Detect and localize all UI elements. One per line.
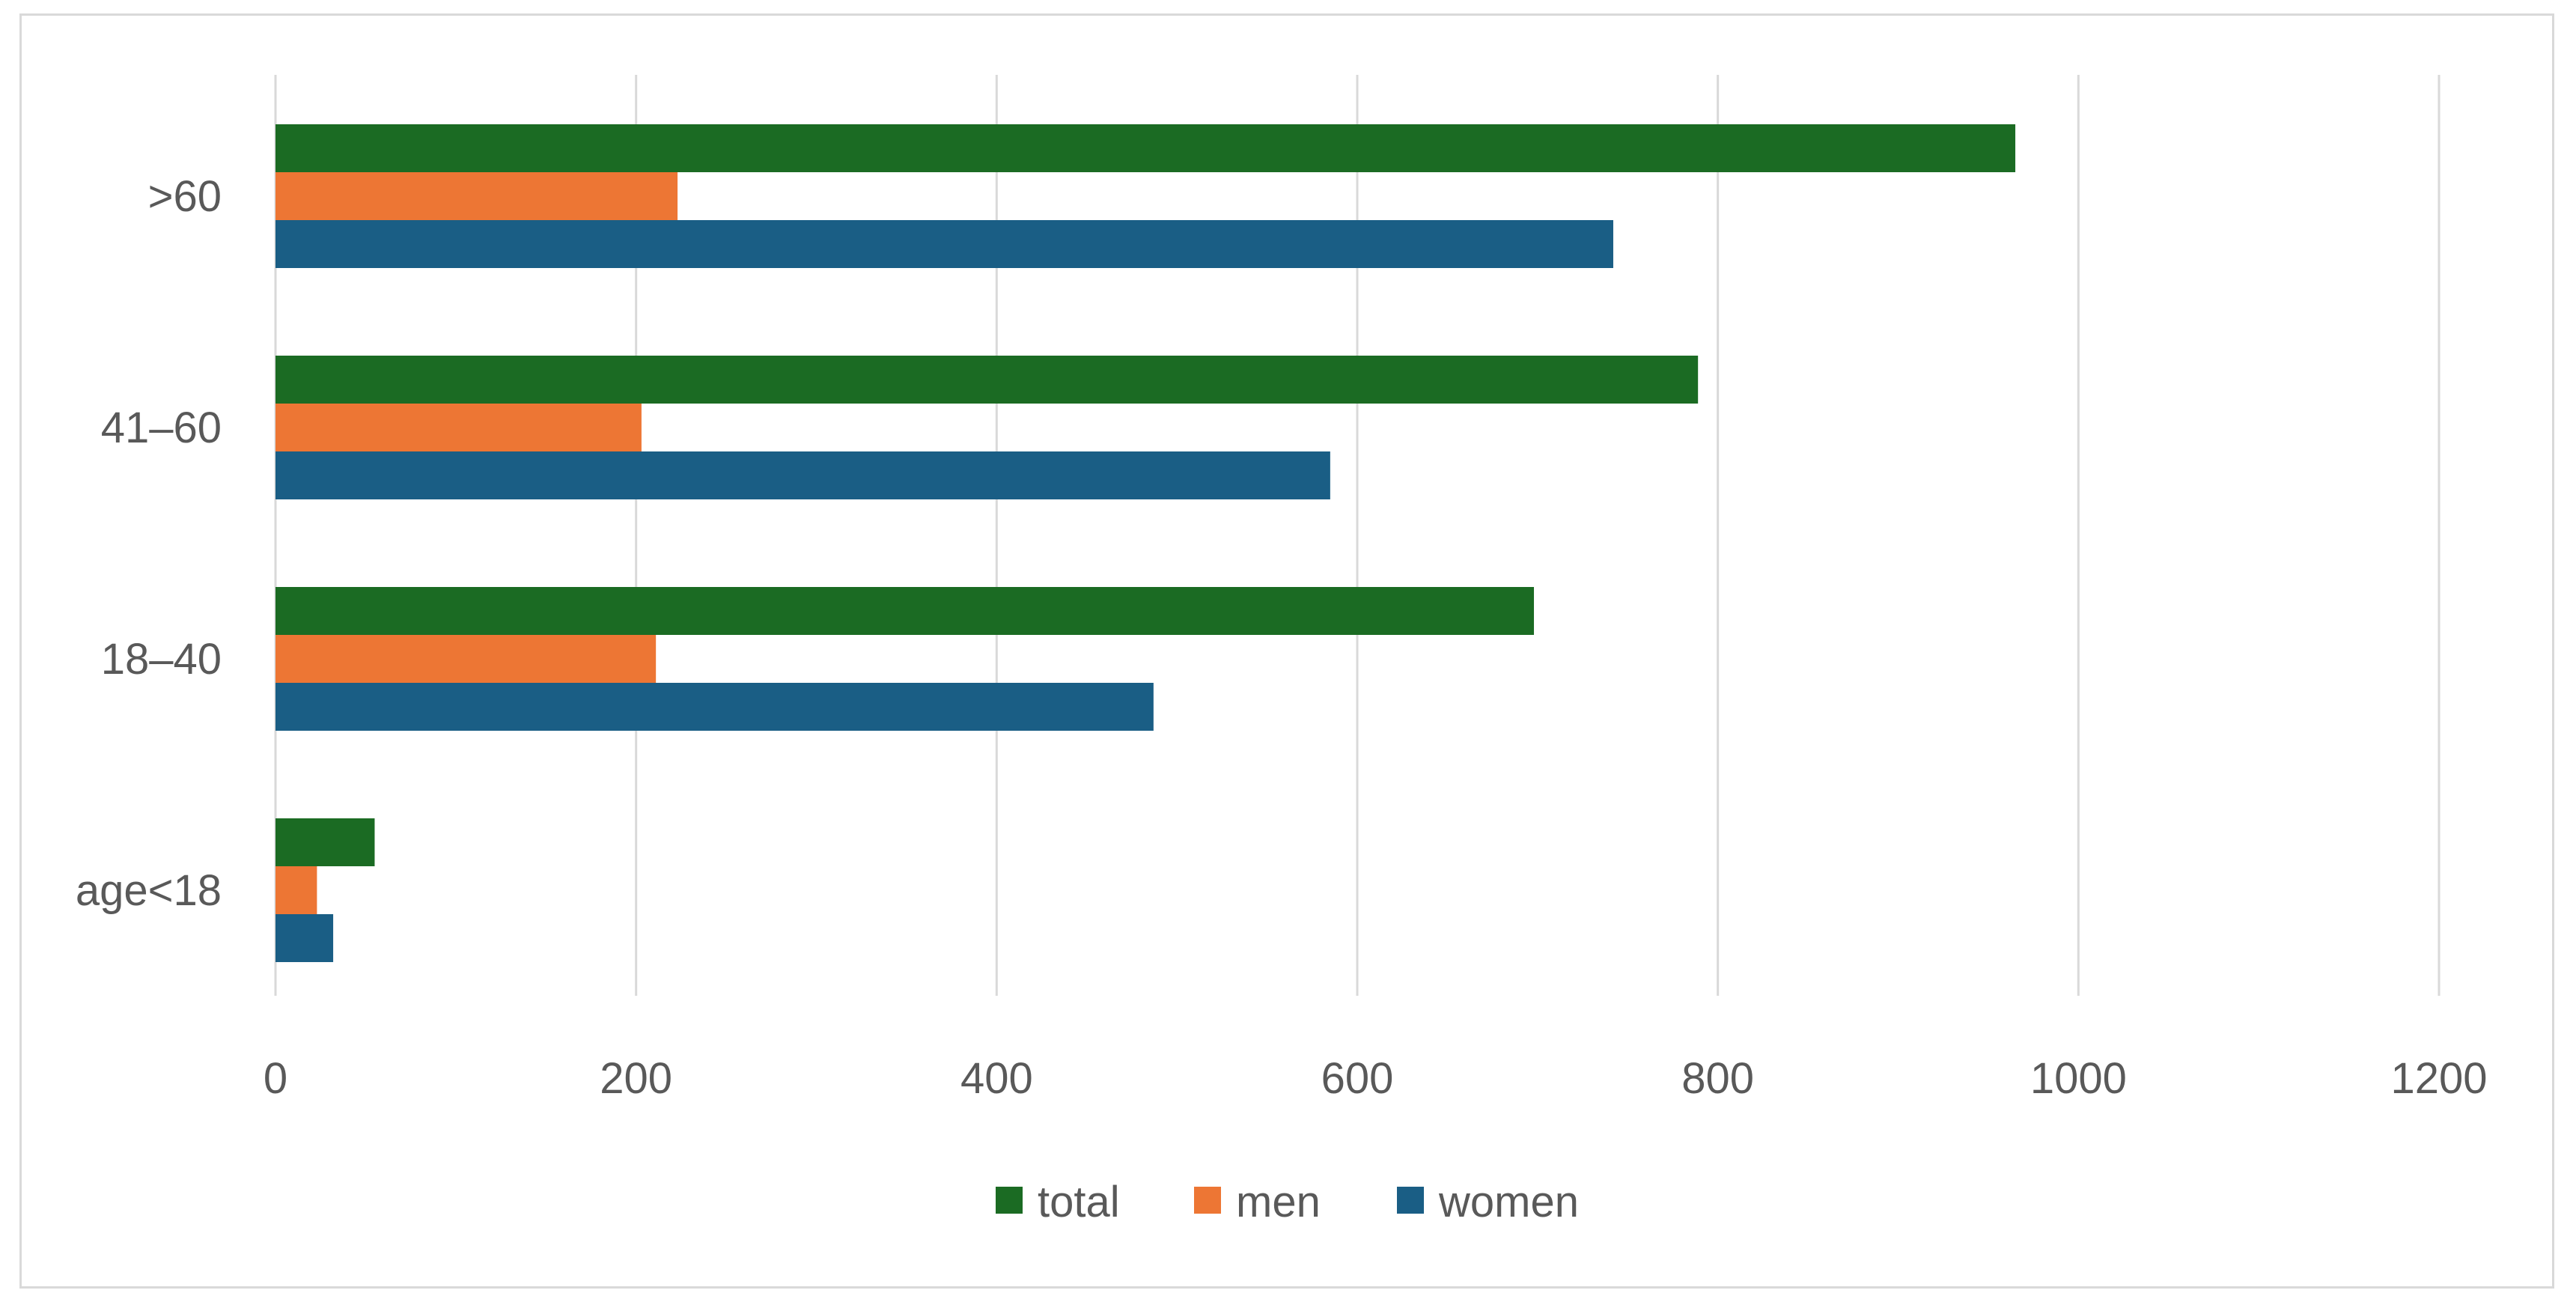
bar-men-1 bbox=[275, 404, 642, 451]
legend-label-men: men bbox=[1236, 1178, 1321, 1226]
legend-label-women: women bbox=[1438, 1178, 1579, 1226]
legend-swatch-men bbox=[1194, 1187, 1221, 1214]
bar-men-3 bbox=[275, 866, 317, 914]
legend-swatch-women bbox=[1397, 1187, 1424, 1214]
bar-total-0 bbox=[275, 124, 2016, 172]
bar-men-2 bbox=[275, 635, 657, 683]
category-label-3: age<18 bbox=[76, 866, 222, 915]
bar-women-3 bbox=[275, 914, 334, 962]
bar-total-2 bbox=[275, 587, 1535, 635]
bar-women-0 bbox=[275, 220, 1613, 268]
x-tick-label-200: 200 bbox=[600, 1054, 672, 1103]
legend-swatch-total bbox=[996, 1187, 1023, 1214]
x-tick-label-0: 0 bbox=[264, 1054, 287, 1103]
bar-women-2 bbox=[275, 683, 1154, 731]
legend-label-total: total bbox=[1038, 1178, 1120, 1226]
bar-women-1 bbox=[275, 451, 1330, 499]
category-label-0: >60 bbox=[148, 172, 222, 221]
x-tick-label-1000: 1000 bbox=[2030, 1054, 2127, 1103]
bar-men-0 bbox=[275, 172, 678, 220]
x-tick-label-800: 800 bbox=[1681, 1054, 1754, 1103]
x-tick-label-1200: 1200 bbox=[2390, 1054, 2487, 1103]
category-label-1: 41–60 bbox=[101, 404, 222, 452]
bar-total-1 bbox=[275, 356, 1699, 404]
bar-total-3 bbox=[275, 818, 375, 866]
x-tick-label-600: 600 bbox=[1321, 1054, 1394, 1103]
x-tick-label-400: 400 bbox=[960, 1054, 1033, 1103]
category-label-2: 18–40 bbox=[101, 635, 222, 684]
